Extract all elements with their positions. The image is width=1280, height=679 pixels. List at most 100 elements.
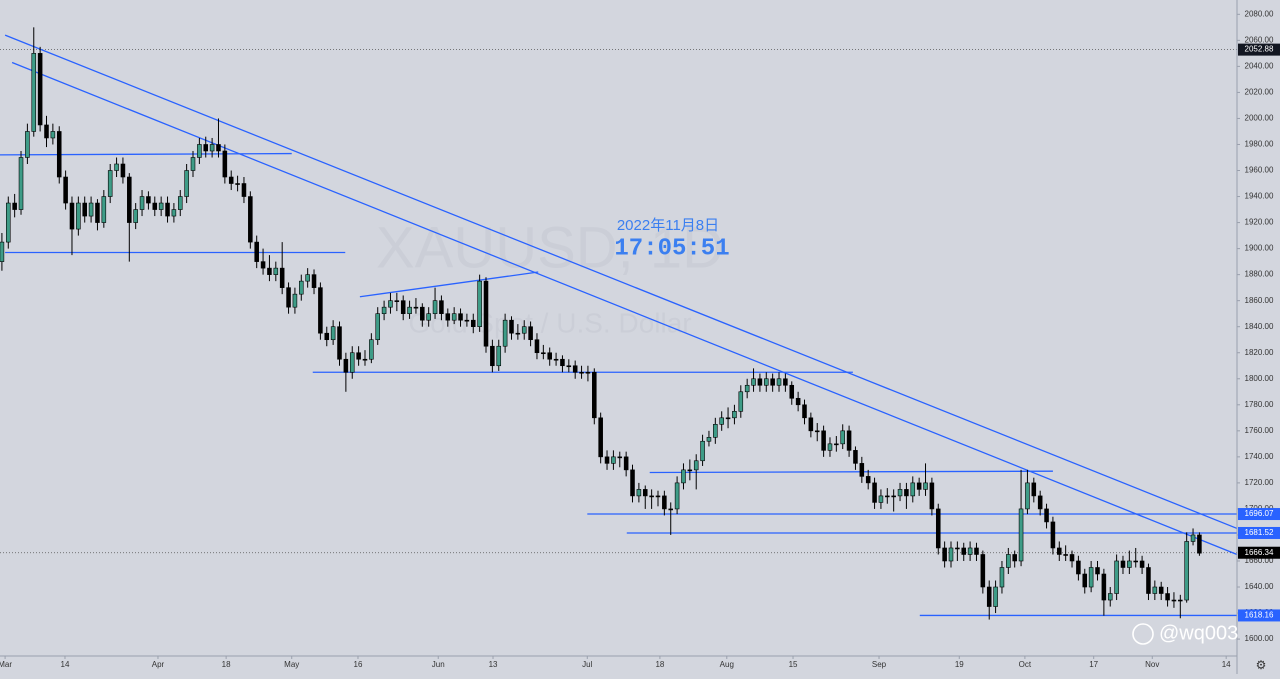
candle-body [630,469,635,497]
candle-body [420,306,425,321]
y-tick-label: 1600.00 [1245,634,1274,643]
candle-body [337,326,342,360]
x-tick-label: Aug [720,660,734,669]
x-tick-label: Jun [432,660,445,669]
price-label-box [1238,546,1280,559]
candle-body [528,326,533,341]
candle-body [923,482,928,490]
x-tick-label: 18 [655,660,664,669]
candle-body [732,411,737,419]
candle-body [674,482,680,510]
y-tick-label: 2020.00 [1245,88,1274,97]
candle-body [891,495,896,498]
candle-body [961,547,967,555]
candle-body [44,124,49,139]
candle-body [1114,560,1119,594]
candle-body [158,202,164,210]
y-tick-label: 1820.00 [1245,348,1274,357]
candle-body [88,202,94,217]
y-tick-label: 1840.00 [1245,322,1274,331]
candle-body [738,391,744,412]
candle-body [623,456,629,471]
x-tick-label: 16 [354,660,363,669]
y-tick-label: 2040.00 [1245,61,1274,70]
candle-body [1095,567,1100,575]
candle-body [470,319,476,327]
y-tick-label: 1740.00 [1245,452,1274,461]
candle-body [1025,482,1030,510]
candle-body [445,313,451,321]
y-tick-label: 1760.00 [1245,426,1274,435]
candle-body [1184,541,1189,601]
price-label-box [1238,508,1280,521]
candle-body [190,157,196,171]
candle-body [18,157,24,210]
candle-body [1178,599,1183,602]
x-tick-label: 14 [61,660,70,669]
candle-body [1139,560,1145,568]
candle-body [700,440,705,462]
candle-body [865,476,871,484]
candle-body [394,300,400,302]
candle-body [1018,508,1024,562]
candle-body [177,196,183,210]
candle-body [572,365,578,373]
y-tick-label: 1920.00 [1245,218,1274,227]
candle-body [1190,534,1196,542]
candle-body [139,196,145,210]
x-tick-label: May [284,660,299,669]
candle-body [451,313,457,321]
candle-body [1006,554,1011,568]
candle-body [547,352,552,360]
candle-body [464,319,470,322]
candle-body [967,547,973,555]
y-tick-label: 1900.00 [1245,244,1274,253]
candle-body [999,567,1005,588]
candle-body [362,358,368,361]
candle-body [993,586,998,607]
candle-body [330,326,336,341]
candle-body [821,430,826,451]
price-label-box [1238,609,1280,622]
candle-body [69,202,75,230]
candle-body [184,170,189,197]
settings-icon[interactable]: ⚙ [1256,658,1267,672]
candle-body [292,293,298,308]
x-tick-label: Sep [872,660,887,669]
x-tick-label: 13 [489,660,498,669]
candle-body [1133,560,1138,563]
candle-body [1101,573,1107,601]
candle-body [1197,534,1202,554]
candle-body [1107,593,1113,601]
candle-body [713,424,718,438]
candle-body [356,352,361,360]
y-tick-label: 2080.00 [1245,9,1274,18]
candle-body [1165,593,1170,601]
y-tick-label: 1780.00 [1245,400,1274,409]
candle-body [1063,554,1068,556]
candle-body [566,365,572,368]
candle-body [477,280,482,327]
candle-body [171,209,177,217]
candle-body [324,332,330,341]
candle-body [1158,586,1164,594]
candle-body [127,176,132,223]
candle-body [432,300,438,314]
candle-body [955,547,960,550]
candle-body [146,196,151,204]
candle-body [286,287,291,308]
candle-body [279,267,285,288]
x-tick-label: 15 [789,660,798,669]
candle-body [152,202,158,210]
candle-body [814,430,820,433]
author-badge: @wq003 [1132,622,1238,645]
candle-body [483,280,489,347]
candle-body [776,378,782,386]
candle-body [1057,547,1062,555]
candle-body [388,300,393,308]
candle-body [426,313,431,321]
price-label: 1696.07 [1245,509,1274,518]
candle-body [343,358,349,373]
candle-body [706,437,712,442]
candle-body [929,482,935,510]
